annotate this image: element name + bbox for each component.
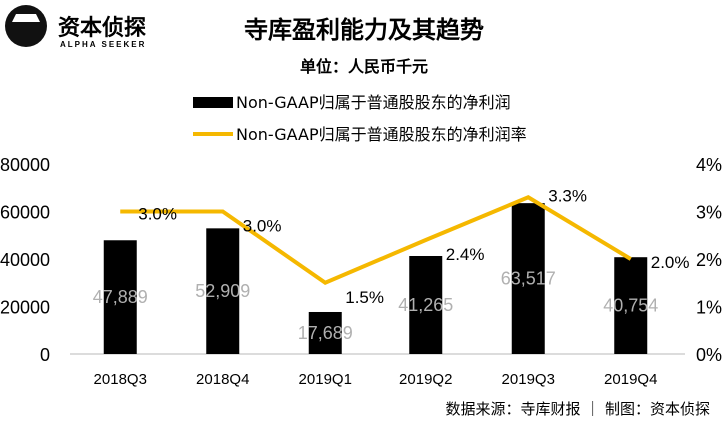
rate-data-label: 2.0% <box>651 253 690 272</box>
y-right-tick-label: 2% <box>696 250 722 270</box>
legend: Non-GAAP归属于普通股股东的净利润 Non-GAAP归属于普通股股东的净利… <box>193 93 527 144</box>
y-right-tick-label: 4% <box>696 155 722 175</box>
rate-data-label: 3.0% <box>243 217 282 236</box>
x-tick-label: 2018Q3 <box>94 371 147 388</box>
bar <box>206 228 240 354</box>
bar-data-label: 17,689 <box>298 323 353 343</box>
bar <box>614 257 648 354</box>
rate-data-label: 3.3% <box>548 186 587 205</box>
x-tick-label: 2018Q4 <box>196 371 249 388</box>
rate-data-label: 3.0% <box>138 205 177 224</box>
footer-source: 数据来源：寺库财报 ｜ 制图：资本侦探 <box>445 400 710 418</box>
bar <box>409 255 443 354</box>
bar <box>103 240 137 354</box>
y-right-tick-label: 3% <box>696 203 722 223</box>
bar-data-label: 40,754 <box>603 296 658 316</box>
bar-data-label: 47,889 <box>93 287 148 307</box>
x-tick-label: 2019Q1 <box>299 371 352 388</box>
legend-line-label: Non-GAAP归属于普通股股东的净利润率 <box>236 125 527 144</box>
logo-emblem-icon <box>5 5 47 47</box>
logo-name-cn: 资本侦探 <box>58 15 146 41</box>
legend-bar-label: Non-GAAP归属于普通股股东的净利润 <box>236 93 511 112</box>
x-tick-label: 2019Q4 <box>604 371 657 388</box>
logo-hat-icon <box>12 14 40 22</box>
bar <box>511 203 545 354</box>
rate-data-label: 2.4% <box>446 245 485 264</box>
bar-data-label: 52,909 <box>195 281 250 301</box>
bar <box>308 311 342 354</box>
chart-subtitle: 单位：人民币千元 <box>300 57 428 76</box>
y-left-tick-label: 60000 <box>0 203 50 223</box>
bar-data-label: 41,265 <box>398 295 453 315</box>
y-left-tick-label: 0 <box>40 345 50 365</box>
y-right-tick-label: 1% <box>696 298 722 318</box>
logo: 资本侦探 ALPHA SEEKER <box>5 5 146 49</box>
y-right-tick-label: 0% <box>696 345 722 365</box>
x-tick-label: 2019Q3 <box>502 371 555 388</box>
y-left-tick-label: 40000 <box>0 250 50 270</box>
legend-bar-swatch <box>193 97 233 108</box>
chart-title: 寺库盈利能力及其趋势 <box>244 16 484 44</box>
x-tick-label: 2019Q2 <box>399 371 452 388</box>
logo-name-en: ALPHA SEEKER <box>60 40 146 49</box>
rate-line <box>120 195 632 286</box>
y-left-tick-label: 20000 <box>0 298 50 318</box>
bar-data-label: 63,517 <box>501 269 556 289</box>
y-left-tick-label: 80000 <box>0 155 50 175</box>
rate-data-label: 1.5% <box>345 288 384 307</box>
